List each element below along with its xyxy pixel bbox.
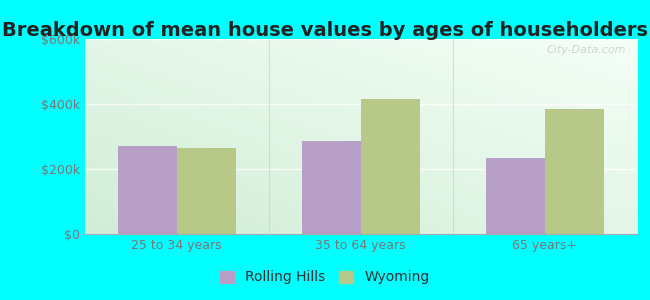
Bar [545,109,604,234]
Bar [302,141,361,234]
Bar [486,158,545,234]
Bar [361,99,420,234]
Bar [118,146,177,234]
Legend: Rolling Hills, Wyoming: Rolling Hills, Wyoming [214,265,436,290]
Text: Breakdown of mean house values by ages of householders: Breakdown of mean house values by ages o… [2,21,648,40]
Bar [177,148,235,234]
Text: City-Data.com: City-Data.com [547,45,626,55]
